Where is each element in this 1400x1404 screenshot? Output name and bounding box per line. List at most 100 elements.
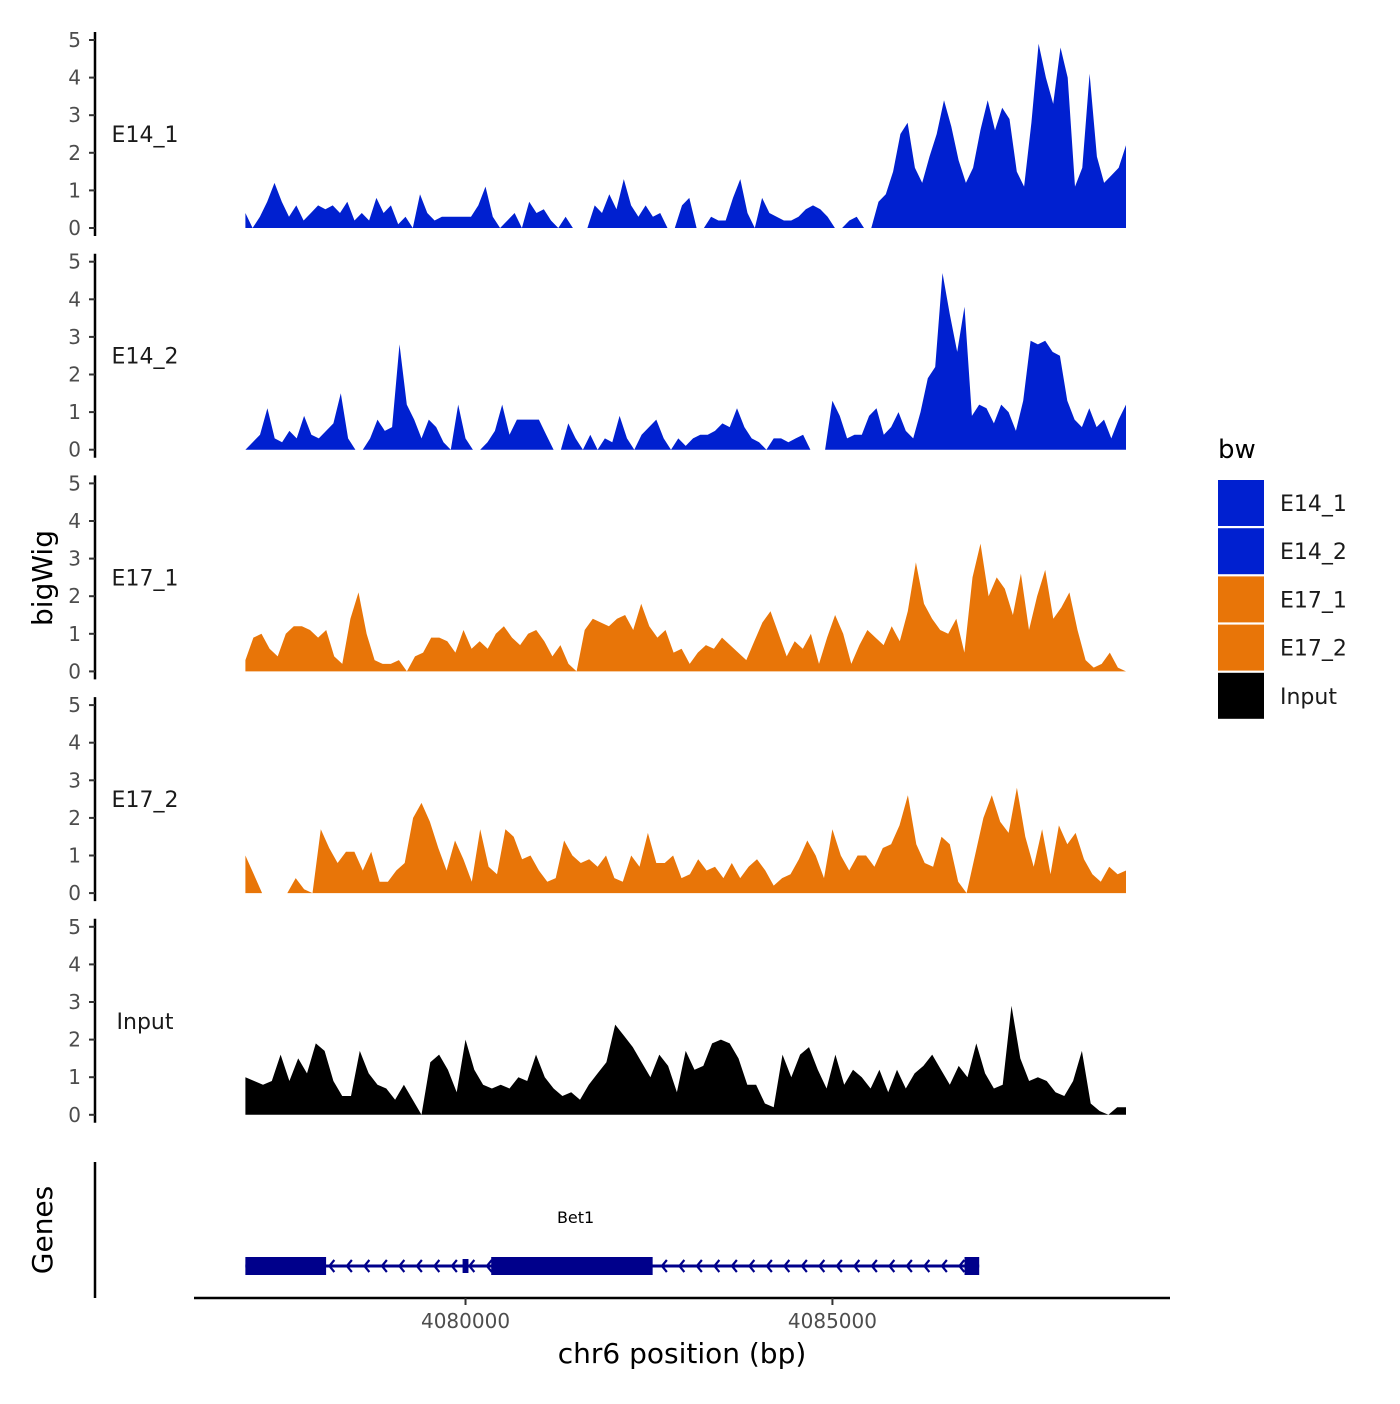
y-tick-label: 0 <box>68 216 81 240</box>
legend-swatch-e14-1 <box>1218 480 1264 526</box>
y-tick-label: 3 <box>68 768 81 792</box>
y-tick-label: 5 <box>68 471 81 495</box>
track-e14-1: 0 1 2 3 4 5 E14_1 <box>68 28 1126 240</box>
track-label: E17_1 <box>112 566 179 591</box>
strand-arrow <box>852 1259 861 1273</box>
strand-arrow <box>905 1259 913 1273</box>
y-tick-label: 2 <box>68 141 81 165</box>
legend-label-e14-1: E14_1 <box>1280 492 1347 517</box>
strand-arrow <box>870 1259 878 1273</box>
track-label: E14_2 <box>112 345 179 370</box>
y-tick-label: 5 <box>68 915 81 939</box>
legend-swatch-e14-2 <box>1218 528 1264 575</box>
legend: bw E14_1 E14_2 E17_1 E17_2 Input <box>1218 435 1347 719</box>
y-tick-label: 4 <box>68 731 81 755</box>
y-tick-label: 5 <box>68 250 81 274</box>
strand-arrow <box>345 1259 353 1273</box>
y-axis-title: bigWig <box>26 530 59 626</box>
track-input: 0 1 2 3 4 5 Input <box>68 915 1126 1127</box>
gene-exon <box>491 1257 653 1275</box>
legend-swatch-input <box>1218 672 1264 719</box>
strand-arrow <box>362 1259 371 1273</box>
strand-arrow <box>485 1259 493 1273</box>
tracks-group: 0 1 2 3 4 5 E14_1 0 1 2 3 4 5 E14_2 0 1 2 3 4 5 E17_1 0 1 2 3 4 5 E… <box>68 28 1126 1127</box>
y-tick-label: 3 <box>68 103 81 127</box>
area-e14-1 <box>245 43 1126 228</box>
y-tick-label: 1 <box>68 622 81 646</box>
area-e14-2 <box>245 273 1126 450</box>
x-tick-label: 4085000 <box>788 1309 877 1333</box>
y-tick-label: 4 <box>68 509 81 533</box>
strand-arrow <box>800 1259 808 1273</box>
x-axis: 4080000 4085000 <box>194 1296 1170 1333</box>
strand-arrow <box>940 1259 948 1273</box>
genes-axis-title: Genes <box>26 1186 59 1274</box>
legend-label-e17-2: E17_2 <box>1280 637 1347 662</box>
y-tick-label: 3 <box>68 325 81 349</box>
y-tick-label: 4 <box>68 952 81 976</box>
y-tick-label: 2 <box>68 363 81 387</box>
y-tick-label: 2 <box>68 584 81 608</box>
y-tick-label: 4 <box>68 66 81 90</box>
area-e17-1 <box>245 543 1126 672</box>
gene-exon <box>462 1259 469 1273</box>
strand-arrow <box>730 1259 738 1273</box>
y-tick-label: 3 <box>68 547 81 571</box>
y-tick-label: 2 <box>68 1028 81 1052</box>
strand-arrow <box>747 1259 756 1273</box>
x-tick-label: 4080000 <box>421 1309 510 1333</box>
track-e17-1: 0 1 2 3 4 5 E17_1 <box>68 471 1126 683</box>
legend-swatch-e17-1 <box>1218 576 1264 623</box>
y-tick-label: 1 <box>68 400 81 424</box>
track-label: E17_2 <box>112 788 179 813</box>
area-e17-2 <box>245 787 1126 894</box>
gene-exon <box>964 1257 980 1275</box>
y-tick-label: 3 <box>68 990 81 1014</box>
track-label: Input <box>117 1010 174 1035</box>
legend-swatch-e17-2 <box>1218 624 1264 671</box>
y-tick-label: 0 <box>68 659 81 683</box>
strand-arrow <box>450 1259 458 1273</box>
x-axis-title: chr6 position (bp) <box>558 1337 807 1370</box>
strand-arrow <box>782 1259 791 1273</box>
gene-bet1: Bet1 <box>245 1208 980 1275</box>
track-label: E14_1 <box>112 123 179 148</box>
gene-name-label: Bet1 <box>557 1208 594 1227</box>
strand-arrow <box>817 1259 826 1273</box>
track-e17-2: 0 1 2 3 4 5 E17_2 <box>68 693 1126 905</box>
strand-arrow <box>677 1259 686 1273</box>
y-tick-label: 1 <box>68 844 81 868</box>
strand-arrow <box>922 1259 931 1273</box>
y-tick-label: 4 <box>68 287 81 311</box>
track-e14-2: 0 1 2 3 4 5 E14_2 <box>68 250 1126 462</box>
strand-arrow <box>957 1259 966 1273</box>
area-input <box>245 1005 1126 1115</box>
legend-label-e17-1: E17_1 <box>1280 588 1347 613</box>
strand-arrow <box>327 1259 336 1273</box>
legend-label-e14-2: E14_2 <box>1280 540 1347 565</box>
y-tick-label: 0 <box>68 881 81 905</box>
strand-arrow <box>695 1259 703 1273</box>
legend-title: bw <box>1218 435 1256 465</box>
strand-arrow <box>467 1259 476 1273</box>
y-tick-label: 1 <box>68 178 81 202</box>
y-tick-label: 5 <box>68 693 81 717</box>
y-tick-label: 0 <box>68 1103 81 1127</box>
y-tick-label: 1 <box>68 1065 81 1089</box>
legend-label-input: Input <box>1280 685 1337 710</box>
strand-arrow <box>835 1259 843 1273</box>
strand-arrow <box>380 1259 388 1273</box>
strand-arrow <box>432 1259 441 1273</box>
strand-arrow <box>765 1259 773 1273</box>
genes-panel: Bet1 <box>93 1162 980 1298</box>
gene-exon <box>245 1257 327 1275</box>
strand-arrow <box>397 1259 406 1273</box>
strand-arrow <box>712 1259 721 1273</box>
y-tick-label: 0 <box>68 438 81 462</box>
y-tick-label: 2 <box>68 806 81 830</box>
strand-arrow <box>887 1259 896 1273</box>
y-tick-label: 5 <box>68 28 81 52</box>
strand-arrow <box>660 1259 668 1273</box>
strand-arrow <box>415 1259 423 1273</box>
